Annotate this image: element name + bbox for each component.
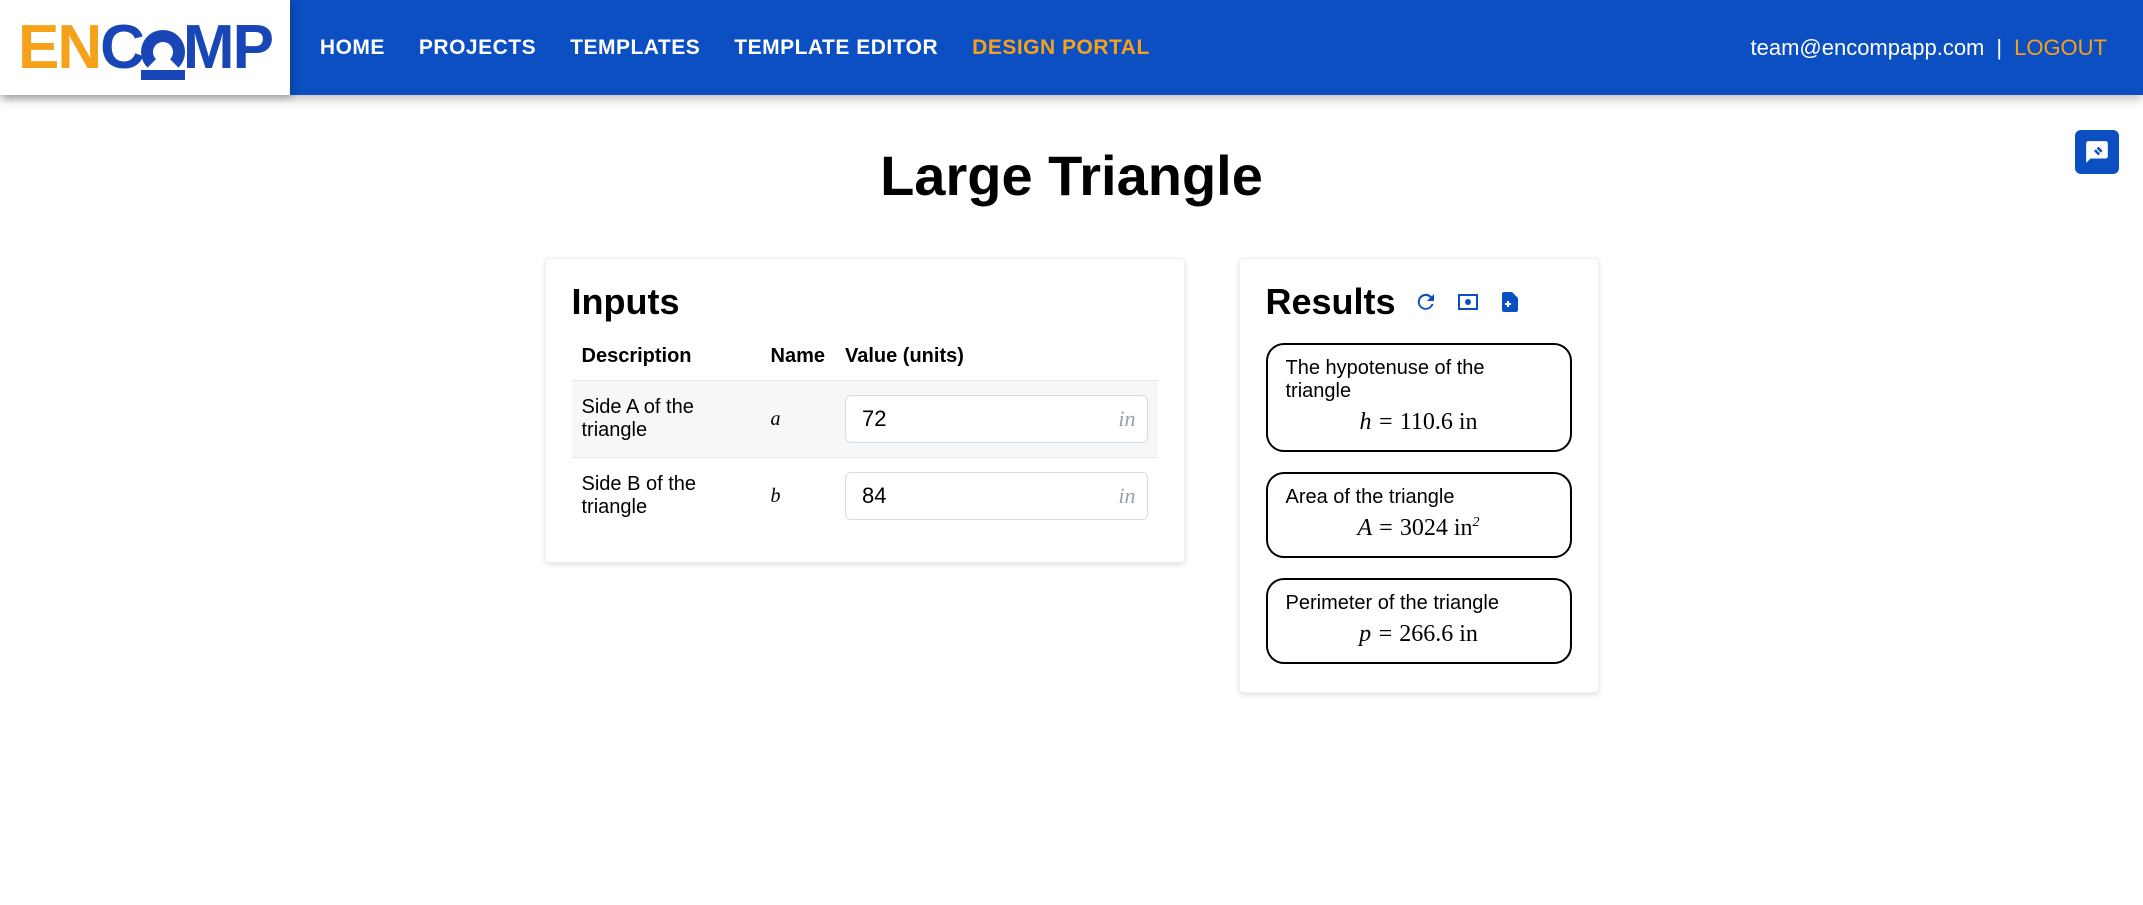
input-value-a[interactable] [845,395,1148,443]
result-formula: A = 3024 in2 [1286,515,1552,542]
inputs-heading: Inputs [572,281,1158,323]
input-name: a [761,381,835,458]
preview-button[interactable] [1456,290,1480,314]
nav-design-portal[interactable]: DESIGN PORTAL [972,36,1150,60]
file-plus-icon [1498,290,1522,314]
logout-link[interactable]: LOGOUT [2014,35,2107,61]
page-title: Large Triangle [0,143,2143,208]
refresh-button[interactable] [1414,290,1438,314]
add-file-button[interactable] [1498,290,1522,314]
input-row: Side B of the triangle b in [572,458,1158,535]
nav-separator: | [1996,35,2002,61]
input-description: Side B of the triangle [572,458,761,535]
col-name: Name [761,337,835,381]
result-description: Area of the triangle [1286,486,1552,509]
top-nav: ENCMP HOME PROJECTS TEMPLATES TEMPLATE E… [0,0,2143,95]
user-email: team@encompapp.com [1750,35,1984,61]
result-item: Area of the triangle A = 3024 in2 [1266,472,1572,558]
input-row: Side A of the triangle a in [572,381,1158,458]
nav-projects[interactable]: PROJECTS [419,36,536,60]
inputs-table: Description Name Value (units) Side A of… [572,337,1158,534]
input-description: Side A of the triangle [572,381,761,458]
refresh-icon [1414,290,1438,314]
input-value-b[interactable] [845,472,1148,520]
result-description: Perimeter of the triangle [1286,592,1552,615]
input-name: b [761,458,835,535]
result-description: The hypotenuse of the triangle [1286,357,1552,403]
nav-templates[interactable]: TEMPLATES [570,36,700,60]
eye-icon [1456,290,1480,314]
result-formula: p = 266.6 in [1286,621,1552,648]
results-panel: Results The hypotenuse of the triangle h… [1239,258,1599,693]
feedback-icon [2084,139,2110,165]
nav-template-editor[interactable]: TEMPLATE EDITOR [734,36,938,60]
feedback-button[interactable] [2075,130,2119,174]
inputs-panel: Inputs Description Name Value (units) Si… [545,258,1185,563]
results-heading: Results [1266,281,1396,323]
panels-row: Inputs Description Name Value (units) Si… [0,258,2143,693]
logo-text: ENCMP [18,12,272,83]
col-value: Value (units) [835,337,1158,381]
nav-links: HOME PROJECTS TEMPLATES TEMPLATE EDITOR … [320,36,1150,60]
result-formula: h = 110.6 in [1286,409,1552,436]
nav-home[interactable]: HOME [320,36,385,60]
col-description: Description [572,337,761,381]
logo[interactable]: ENCMP [0,0,290,95]
results-list: The hypotenuse of the triangle h = 110.6… [1266,343,1572,664]
nav-right: team@encompapp.com | LOGOUT [1750,35,2143,61]
result-item: The hypotenuse of the triangle h = 110.6… [1266,343,1572,452]
result-item: Perimeter of the triangle p = 266.6 in [1266,578,1572,664]
